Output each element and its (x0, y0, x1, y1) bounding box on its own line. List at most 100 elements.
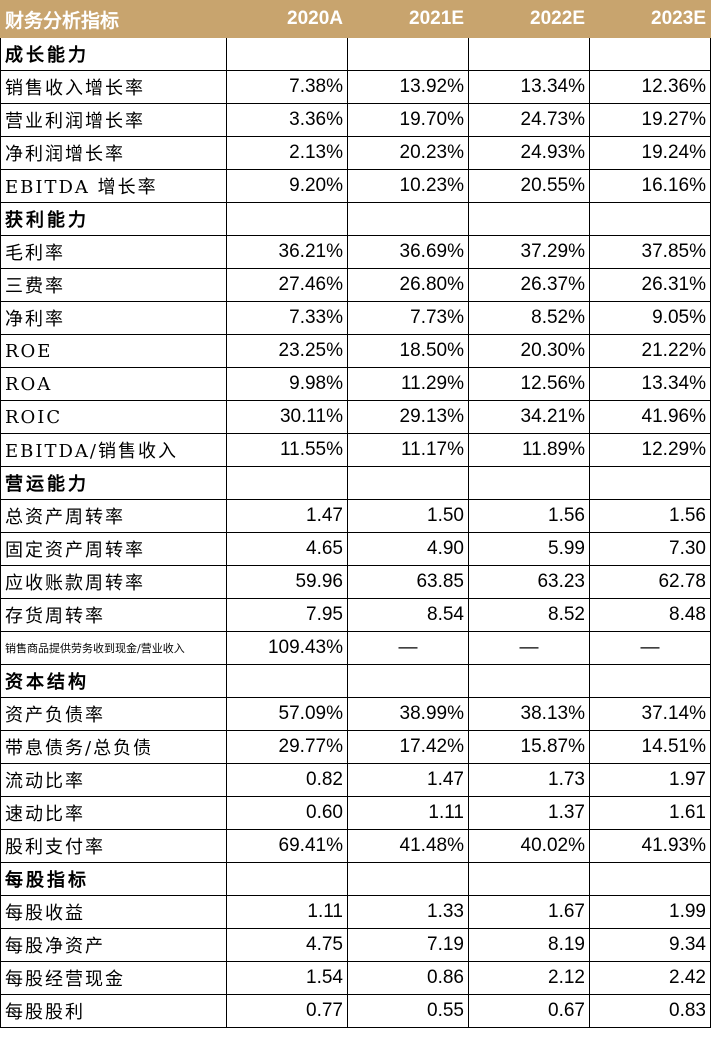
value-cell: 5.99 (468, 532, 590, 566)
value-cell: 24.73% (468, 103, 590, 137)
row-label: 净利润增长率 (0, 136, 227, 170)
table-row: 每股经营现金 1.54 0.86 2.12 2.42 (0, 961, 711, 995)
value-cell: 1.54 (226, 961, 348, 995)
value-cell: — (589, 631, 711, 665)
table-row: ROA 9.98% 11.29% 12.56% 13.34% (0, 367, 711, 401)
row-label: 每股股利 (0, 994, 227, 1028)
header-year: 2022E (468, 0, 590, 38)
value-cell: 9.20% (226, 169, 348, 203)
value-cell: 0.77 (226, 994, 348, 1028)
value-cell: 109.43% (226, 631, 348, 665)
table-row: 净利润增长率 2.13% 20.23% 24.93% 19.24% (0, 136, 711, 170)
empty-cell (589, 664, 711, 698)
row-label: 流动比率 (0, 763, 227, 797)
value-cell: 12.56% (468, 367, 590, 401)
value-cell: 13.34% (589, 367, 711, 401)
row-label: 毛利率 (0, 235, 227, 269)
value-cell: 1.11 (226, 895, 348, 929)
empty-cell (468, 37, 590, 71)
value-cell: 20.30% (468, 334, 590, 368)
value-cell: 37.14% (589, 697, 711, 731)
value-cell: 62.78 (589, 565, 711, 599)
empty-cell (226, 202, 348, 236)
value-cell: 1.47 (226, 499, 348, 533)
value-cell: 21.22% (589, 334, 711, 368)
value-cell: 0.83 (589, 994, 711, 1028)
section-title: 资本结构 (0, 664, 227, 698)
value-cell: 17.42% (347, 730, 469, 764)
header-year: 2023E (589, 0, 711, 38)
row-label: 营业利润增长率 (0, 103, 227, 137)
value-cell: 36.21% (226, 235, 348, 269)
row-label: 每股收益 (0, 895, 227, 929)
value-cell: 1.56 (589, 499, 711, 533)
empty-cell (347, 466, 469, 500)
table-row: 固定资产周转率 4.65 4.90 5.99 7.30 (0, 532, 711, 566)
value-cell: 1.11 (347, 796, 469, 830)
value-cell: 7.33% (226, 301, 348, 335)
value-cell: 13.92% (347, 70, 469, 104)
value-cell: 1.73 (468, 763, 590, 797)
table-row: 速动比率 0.60 1.11 1.37 1.61 (0, 796, 711, 830)
table-row: ROIC 30.11% 29.13% 34.21% 41.96% (0, 400, 711, 434)
value-cell: 23.25% (226, 334, 348, 368)
value-cell: 38.13% (468, 697, 590, 731)
value-cell: 1.56 (468, 499, 590, 533)
value-cell: 8.52 (468, 598, 590, 632)
value-cell: 7.30 (589, 532, 711, 566)
value-cell: 69.41% (226, 829, 348, 863)
empty-cell (589, 202, 711, 236)
value-cell: 19.70% (347, 103, 469, 137)
empty-cell (589, 466, 711, 500)
section-title: 成长能力 (0, 37, 227, 71)
table-row: 净利率 7.33% 7.73% 8.52% 9.05% (0, 301, 711, 335)
table-row: 存货周转率 7.95 8.54 8.52 8.48 (0, 598, 711, 632)
table-row: EBITDA 增长率 9.20% 10.23% 20.55% 16.16% (0, 169, 711, 203)
value-cell: 0.82 (226, 763, 348, 797)
value-cell: 1.50 (347, 499, 469, 533)
value-cell: 4.75 (226, 928, 348, 962)
value-cell: 14.51% (589, 730, 711, 764)
value-cell: 27.46% (226, 268, 348, 302)
row-label: EBITDA/销售收入 (0, 433, 227, 467)
value-cell: 13.34% (468, 70, 590, 104)
empty-cell (226, 664, 348, 698)
value-cell: 7.19 (347, 928, 469, 962)
value-cell: 26.37% (468, 268, 590, 302)
value-cell: 9.98% (226, 367, 348, 401)
value-cell: 37.29% (468, 235, 590, 269)
table-row: 总资产周转率 1.47 1.50 1.56 1.56 (0, 499, 711, 533)
value-cell: 0.67 (468, 994, 590, 1028)
table-row: 销售收入增长率 7.38% 13.92% 13.34% 12.36% (0, 70, 711, 104)
value-cell: 2.13% (226, 136, 348, 170)
section-title: 获利能力 (0, 202, 227, 236)
value-cell: 7.73% (347, 301, 469, 335)
row-label: 净利率 (0, 301, 227, 335)
value-cell: 36.69% (347, 235, 469, 269)
table-row: 毛利率 36.21% 36.69% 37.29% 37.85% (0, 235, 711, 269)
section-row: 获利能力 (0, 202, 711, 236)
value-cell: 12.36% (589, 70, 711, 104)
row-label: 三费率 (0, 268, 227, 302)
table-row: EBITDA/销售收入 11.55% 11.17% 11.89% 12.29% (0, 433, 711, 467)
value-cell: 8.54 (347, 598, 469, 632)
value-cell: 0.60 (226, 796, 348, 830)
value-cell: 19.27% (589, 103, 711, 137)
row-label: 每股经营现金 (0, 961, 227, 995)
row-label: 总资产周转率 (0, 499, 227, 533)
empty-cell (589, 862, 711, 896)
section-title: 营运能力 (0, 466, 227, 500)
empty-cell (468, 664, 590, 698)
value-cell: 26.31% (589, 268, 711, 302)
value-cell: 15.87% (468, 730, 590, 764)
value-cell: 9.05% (589, 301, 711, 335)
value-cell: 41.93% (589, 829, 711, 863)
table-row: 每股股利 0.77 0.55 0.67 0.83 (0, 994, 711, 1028)
header-indicator: 财务分析指标 (0, 0, 227, 38)
value-cell: 26.80% (347, 268, 469, 302)
value-cell: 18.50% (347, 334, 469, 368)
row-label: 股利支付率 (0, 829, 227, 863)
row-label: 固定资产周转率 (0, 532, 227, 566)
value-cell: 16.16% (589, 169, 711, 203)
empty-cell (468, 862, 590, 896)
